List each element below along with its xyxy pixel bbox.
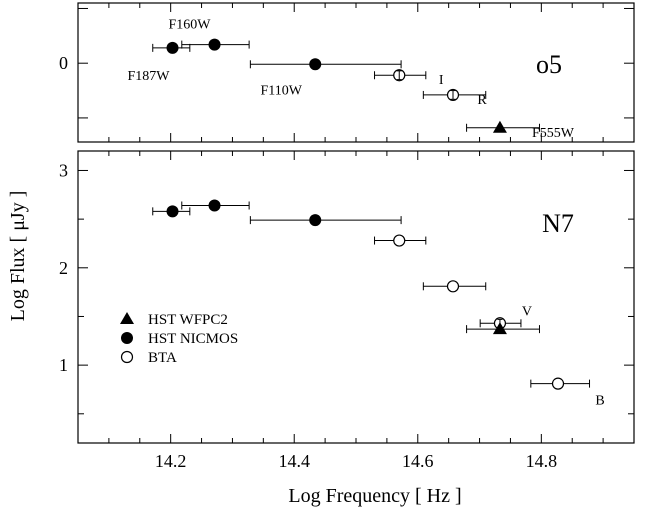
- y-axis-label: Log Flux [ μJy ]: [7, 191, 29, 322]
- data-point-bta: [374, 234, 427, 247]
- data-point-hst-wfpc2: [466, 322, 540, 335]
- bottom-panel: 14.2 14.4 14.6 14.8 1 2 3 N7 V B HST WFPC2 HST NICM…: [59, 150, 635, 471]
- marker-open-circle: [393, 234, 406, 247]
- point-label: F160W: [169, 18, 212, 33]
- legend-label: BTA: [148, 350, 177, 366]
- legend-label: HST NICMOS: [148, 331, 238, 347]
- marker-filled-circle: [166, 205, 179, 218]
- legend-label: HST WFPC2: [148, 312, 228, 328]
- bottom-y-tick-label: 1: [59, 355, 68, 375]
- data-point-hst-nicmos: F187W: [128, 41, 191, 84]
- legend-marker-open-circle: [120, 350, 134, 364]
- top-y-tick-label: 0: [59, 53, 68, 73]
- point-label: B: [595, 394, 604, 409]
- bottom-y-tick-label: 2: [59, 258, 68, 278]
- marker-open-circle: [551, 377, 565, 390]
- top-panel: 0 o5 F187W F160W F110W I R F555W: [59, 2, 635, 143]
- x-tick-label: 14.4: [278, 451, 310, 471]
- marker-filled-triangle: [492, 120, 507, 133]
- data-point-bta: I: [374, 69, 444, 88]
- marker-filled-triangle: [492, 322, 507, 335]
- point-label: I: [439, 73, 444, 88]
- data-point-bta: V: [479, 304, 532, 330]
- marker-filled-circle: [208, 199, 221, 212]
- data-point-hst-nicmos: [152, 205, 191, 218]
- x-axis-label: Log Frequency [ Hz ]: [288, 485, 461, 507]
- x-tick-label: 14.8: [526, 451, 558, 471]
- legend: HST WFPC2 HST NICMOS BTA: [120, 312, 238, 366]
- legend-marker-filled-triangle: [120, 312, 134, 325]
- data-point-bta: B: [530, 377, 605, 409]
- data-point-hst-nicmos: [249, 214, 402, 227]
- marker-filled-circle: [166, 41, 179, 54]
- marker-filled-circle: [309, 214, 322, 227]
- marker-filled-circle: [208, 38, 221, 51]
- point-label: R: [477, 93, 487, 108]
- bottom-plot-frame: [77, 150, 635, 444]
- point-label: F110W: [260, 83, 302, 98]
- data-point-hst-nicmos: F160W: [169, 18, 250, 51]
- data-point-hst-nicmos: F110W: [249, 58, 402, 98]
- x-tick-label: 14.2: [155, 451, 187, 471]
- point-label: V: [522, 304, 532, 319]
- x-tick-label: 14.6: [402, 451, 434, 471]
- marker-open-circle: [446, 280, 460, 293]
- bottom-panel-title: N7: [542, 209, 574, 238]
- point-label: F555W: [532, 126, 575, 141]
- legend-marker-filled-circle: [121, 332, 133, 344]
- data-point-hst-wfpc2: F555W: [466, 120, 575, 141]
- data-point-bta: [422, 280, 487, 293]
- data-point-bta: R: [422, 88, 487, 108]
- top-panel-title: o5: [536, 50, 562, 79]
- point-label: F187W: [128, 69, 171, 84]
- bottom-y-tick-label: 3: [59, 160, 68, 180]
- marker-filled-circle: [309, 58, 322, 71]
- data-point-hst-nicmos: [181, 199, 250, 212]
